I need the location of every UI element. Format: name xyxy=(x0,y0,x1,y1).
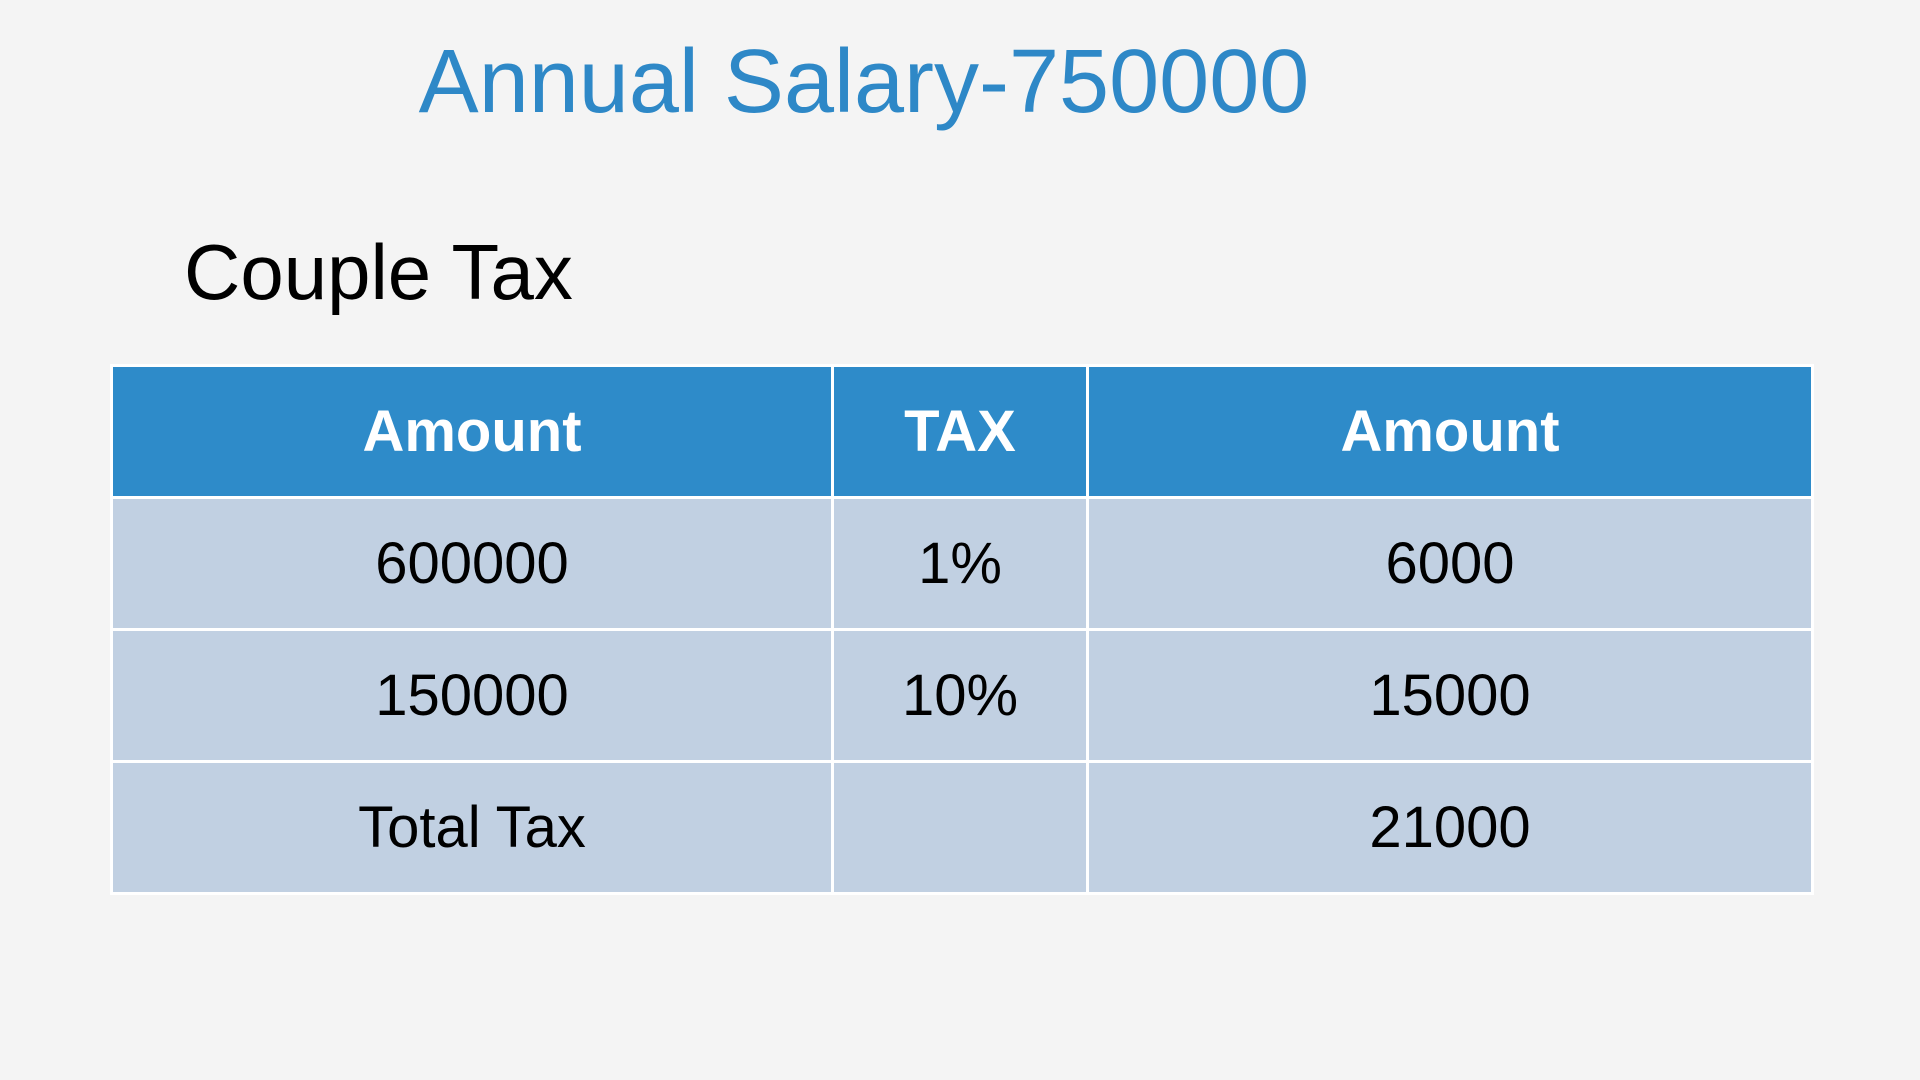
table-header: Amount TAX Amount xyxy=(110,364,1814,499)
tax-rate-cell: 10% xyxy=(831,628,1089,763)
table-row: 600000 1% 6000 xyxy=(110,496,1814,631)
amount-cell: 150000 xyxy=(110,628,834,763)
header-row: Amount TAX Amount xyxy=(110,364,1814,499)
tax-amount-cell: 15000 xyxy=(1086,628,1814,763)
table-body: 600000 1% 6000 150000 10% 15000 Total Ta… xyxy=(110,496,1814,895)
tax-table: Amount TAX Amount 600000 1% 6000 150000 … xyxy=(110,364,1814,895)
slide-title: Annual Salary-750000 xyxy=(418,32,1310,132)
tax-amount-cell: 6000 xyxy=(1086,496,1814,631)
total-tax-cell: 21000 xyxy=(1086,760,1814,895)
total-row: Total Tax 21000 xyxy=(110,760,1814,895)
amount-cell: 600000 xyxy=(110,496,834,631)
header-tax-amount: Amount xyxy=(1086,364,1814,499)
tax-rate-cell: 1% xyxy=(831,496,1089,631)
header-tax: TAX xyxy=(831,364,1089,499)
table-row: 150000 10% 15000 xyxy=(110,628,1814,763)
total-label-cell: Total Tax xyxy=(110,760,834,895)
empty-cell xyxy=(831,760,1089,895)
header-amount: Amount xyxy=(110,364,834,499)
section-heading: Couple Tax xyxy=(184,228,573,316)
